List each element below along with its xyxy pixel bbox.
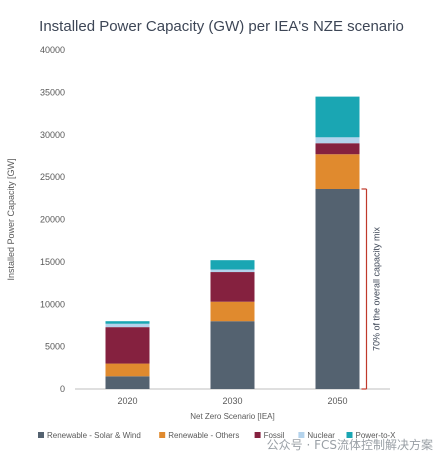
chart-title: Installed Power Capacity (GW) per IEA's … — [39, 18, 404, 35]
bar-segment — [105, 376, 150, 389]
bar-segment — [210, 321, 255, 389]
legend-swatch — [38, 432, 44, 438]
legend-label: Power-to-X — [356, 431, 397, 440]
bar-segment — [210, 260, 255, 270]
y-tick-label: 15000 — [40, 257, 65, 267]
x-tick-label: 2020 — [117, 396, 137, 406]
y-tick-label: 0 — [60, 384, 65, 394]
y-axis-label: Installed Power Capacity [GW] — [6, 158, 16, 280]
bar-segment — [315, 96, 360, 138]
bar-segment — [210, 301, 255, 322]
y-tick-label: 35000 — [40, 87, 65, 97]
legend-label: Renewable - Others — [168, 431, 239, 440]
x-tick-label: 2030 — [222, 396, 242, 406]
legend-label: Fossil — [264, 431, 285, 440]
bar-segment — [105, 321, 150, 324]
bar-segment — [210, 269, 255, 273]
y-tick-label: 30000 — [40, 130, 65, 140]
bar-segment — [315, 154, 360, 189]
x-axis-label: Net Zero Scenario [IEA] — [190, 412, 274, 421]
watermark: 公众号 · FCS流体控制解决方案 — [266, 438, 433, 452]
legend-swatch — [159, 432, 166, 438]
bar-segment — [315, 143, 360, 155]
annotation-text: 70% of the overall capacity mix — [372, 226, 382, 351]
bar-segment — [210, 272, 255, 302]
y-tick-label: 10000 — [40, 299, 65, 309]
y-tick-label: 25000 — [40, 172, 65, 182]
legend-swatch — [254, 432, 261, 438]
bar-segment — [105, 363, 150, 377]
y-tick-label: 40000 — [40, 45, 65, 55]
bar-segment — [105, 327, 150, 364]
bar-segment — [315, 137, 360, 144]
bar-segment — [315, 188, 360, 389]
legend-swatch — [298, 432, 305, 438]
y-tick-label: 5000 — [45, 342, 65, 352]
legend-label: Nuclear — [307, 431, 335, 440]
y-tick-label: 20000 — [40, 215, 65, 225]
legend-label: Renewable - Solar & Wind — [47, 431, 141, 440]
x-tick-label: 2050 — [327, 396, 347, 406]
legend-swatch — [346, 432, 353, 438]
bar-segment — [105, 323, 150, 328]
